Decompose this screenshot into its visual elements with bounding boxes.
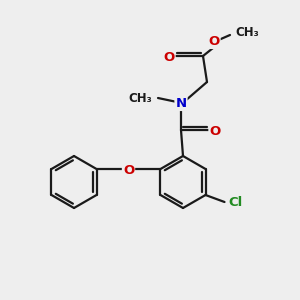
Text: N: N [176, 97, 187, 110]
Text: O: O [208, 35, 220, 48]
Text: O: O [123, 164, 134, 177]
Text: O: O [164, 51, 175, 64]
Text: Cl: Cl [229, 196, 243, 209]
Text: O: O [209, 125, 220, 138]
Text: CH₃: CH₃ [235, 26, 259, 40]
Text: CH₃: CH₃ [128, 92, 152, 104]
